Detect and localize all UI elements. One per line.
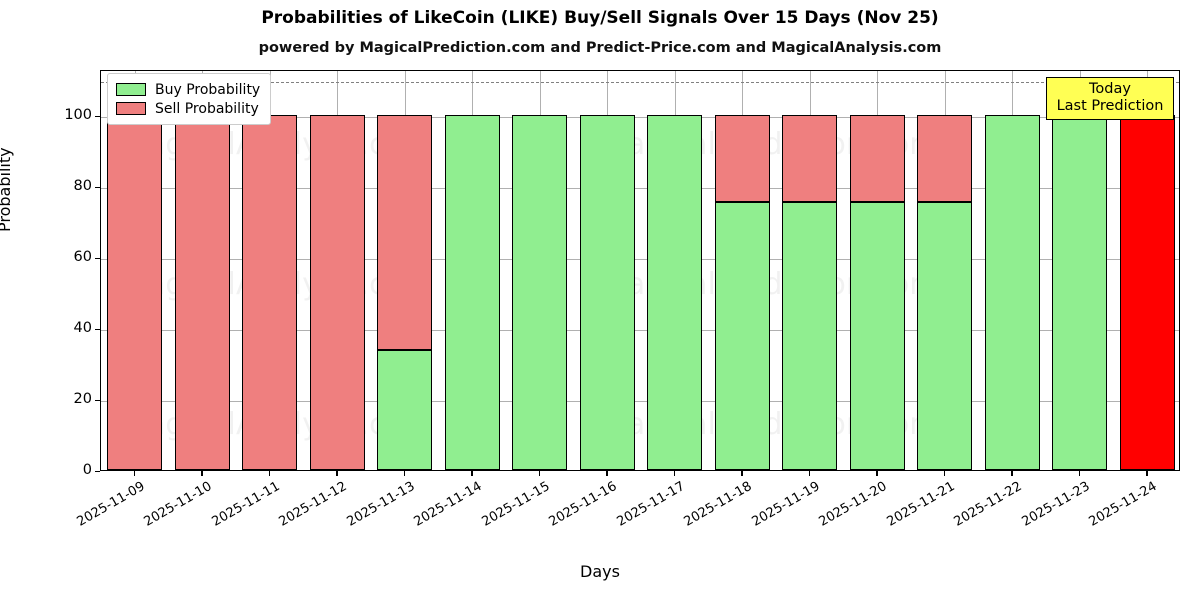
bar-segment-sell [849, 115, 905, 202]
bar-2025-11-22[interactable] [984, 71, 1040, 470]
x-axis-label: Days [580, 562, 620, 581]
bar-segment-buy [377, 350, 433, 470]
bar-segment-buy [512, 115, 568, 470]
legend-label-buy: Buy Probability [155, 81, 261, 98]
bar-2025-11-11[interactable] [242, 71, 298, 470]
chart-legend: Buy Probability Sell Probability [107, 73, 272, 125]
bar-2025-11-21[interactable] [917, 71, 973, 470]
bar-segment-buy [647, 115, 703, 470]
x-tick-mark [1011, 471, 1013, 476]
y-tick-label: 80 [73, 178, 92, 195]
legend-label-sell: Sell Probability [155, 100, 259, 117]
y-axis-label: Probability [0, 147, 14, 232]
y-tick-mark [95, 329, 100, 331]
x-tick-mark [471, 471, 473, 476]
x-tick-mark [336, 471, 338, 476]
bar-2025-11-15[interactable] [512, 71, 568, 470]
x-tick-mark [1078, 471, 1081, 476]
today-annotation: Today Last Prediction [1046, 77, 1174, 120]
bar-segment-buy [849, 201, 905, 470]
bar-2025-11-13[interactable] [377, 71, 433, 470]
gridline-horizontal [101, 259, 1179, 261]
chart-subtitle: powered by MagicalPrediction.com and Pre… [258, 40, 942, 56]
x-tick-mark [133, 471, 136, 476]
x-tick-mark [201, 471, 203, 476]
bar-2025-11-18[interactable] [714, 71, 770, 470]
bar-segment-buy [917, 201, 973, 470]
x-tick-mark [403, 471, 406, 476]
y-tick-label: 40 [73, 320, 92, 337]
reference-line [101, 81, 1179, 83]
x-tick-mark [673, 471, 676, 476]
today-annotation-line1: Today [1089, 81, 1131, 97]
bar-segment-sell [917, 115, 973, 202]
legend-swatch-sell-icon [116, 102, 146, 115]
gridline-horizontal [101, 117, 1179, 119]
y-tick-mark [95, 471, 100, 473]
bar-segment-buy [579, 115, 635, 470]
bar-segment-buy [444, 115, 500, 470]
bar-2025-11-17[interactable] [647, 71, 703, 470]
bar-segment-buy [984, 115, 1040, 470]
x-tick-mark [808, 471, 811, 476]
bar-2025-11-20[interactable] [849, 71, 905, 470]
bar-segment-buy [714, 201, 770, 470]
bar-segment-buy [782, 201, 838, 470]
x-tick-mark [876, 471, 878, 476]
bar-2025-11-24[interactable] [1119, 71, 1175, 470]
bar-segment-buy [1052, 115, 1108, 470]
y-tick-label: 0 [82, 462, 92, 478]
bar-2025-11-12[interactable] [309, 71, 365, 470]
bar-segment-today [1119, 115, 1175, 470]
bar-2025-11-09[interactable] [107, 71, 163, 470]
y-tick-label: 20 [73, 391, 92, 408]
bar-segment-sell [242, 115, 298, 470]
bar-segment-sell [377, 115, 433, 351]
bar-segment-sell [714, 115, 770, 202]
bar-2025-11-23[interactable] [1052, 71, 1108, 470]
bar-segment-sell [782, 115, 838, 202]
bar-2025-11-14[interactable] [444, 71, 500, 470]
x-tick-mark [538, 471, 541, 476]
x-tick-mark [268, 471, 271, 476]
y-tick-label: 60 [73, 249, 92, 266]
bar-segment-sell [107, 115, 163, 470]
x-tick-mark [1146, 471, 1148, 476]
bar-2025-11-19[interactable] [782, 71, 838, 470]
today-annotation-line2: Last Prediction [1056, 98, 1164, 114]
bar-2025-11-16[interactable] [579, 71, 635, 470]
bar-2025-11-10[interactable] [174, 71, 230, 470]
y-tick-mark [95, 187, 100, 189]
bar-segment-sell [309, 115, 365, 470]
plot-area: MagicalAnalysis.comMagicalPrediction.com… [100, 70, 1180, 471]
x-tick-mark [943, 471, 946, 476]
bar-segment-sell [174, 115, 230, 470]
x-tick-mark [606, 471, 608, 476]
y-tick-label: 100 [64, 107, 92, 124]
x-tick-mark [741, 471, 743, 476]
gridline-horizontal [101, 401, 1179, 403]
gridline-horizontal [101, 330, 1179, 332]
legend-item-sell: Sell Probability [116, 99, 260, 118]
legend-swatch-buy-icon [116, 83, 146, 96]
legend-item-buy: Buy Probability [116, 80, 260, 99]
chart-title: Probabilities of LikeCoin (LIKE) Buy/Sel… [261, 8, 939, 28]
y-tick-mark [95, 258, 100, 260]
y-tick-mark [95, 400, 100, 402]
y-tick-mark [95, 116, 100, 118]
gridline-horizontal [101, 188, 1179, 190]
